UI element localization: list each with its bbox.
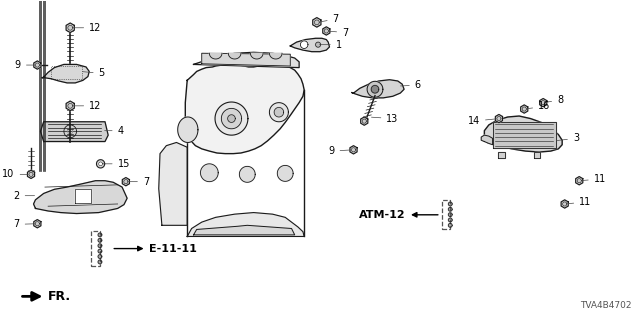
Polygon shape	[193, 52, 299, 68]
Polygon shape	[316, 42, 321, 47]
Polygon shape	[449, 213, 452, 217]
Polygon shape	[575, 177, 583, 185]
Text: 9: 9	[328, 146, 351, 156]
Polygon shape	[361, 117, 368, 125]
Polygon shape	[66, 101, 74, 111]
Polygon shape	[291, 38, 330, 52]
Polygon shape	[34, 61, 41, 69]
Polygon shape	[159, 142, 188, 225]
Text: 10: 10	[3, 169, 28, 179]
Text: 3: 3	[557, 133, 579, 143]
Polygon shape	[561, 200, 568, 208]
Text: 14: 14	[468, 116, 496, 126]
Text: 12: 12	[73, 101, 102, 111]
Polygon shape	[350, 146, 357, 154]
Text: 9: 9	[15, 60, 35, 70]
Text: FR.: FR.	[22, 290, 71, 303]
Polygon shape	[209, 53, 222, 59]
Polygon shape	[484, 116, 562, 152]
Polygon shape	[42, 64, 89, 83]
Polygon shape	[449, 223, 452, 227]
Text: 16: 16	[527, 101, 550, 111]
Polygon shape	[221, 108, 241, 129]
Text: 11: 11	[582, 174, 606, 184]
Text: 6: 6	[401, 80, 421, 90]
Polygon shape	[188, 212, 304, 236]
Polygon shape	[371, 85, 379, 93]
Text: 7: 7	[329, 28, 348, 37]
Text: ATM-12: ATM-12	[359, 210, 438, 220]
Bar	[534, 152, 540, 158]
Polygon shape	[33, 181, 127, 213]
Polygon shape	[449, 202, 452, 206]
Polygon shape	[540, 99, 547, 107]
Text: 1: 1	[319, 40, 342, 50]
Polygon shape	[28, 170, 35, 179]
Polygon shape	[193, 225, 294, 235]
Text: 7: 7	[319, 14, 339, 24]
Polygon shape	[228, 53, 241, 59]
Polygon shape	[98, 249, 102, 253]
Polygon shape	[215, 102, 248, 135]
Polygon shape	[98, 244, 102, 248]
Polygon shape	[97, 160, 105, 168]
Text: TVA4B4702: TVA4B4702	[580, 301, 632, 310]
Text: 12: 12	[73, 23, 102, 33]
Polygon shape	[239, 166, 255, 182]
Polygon shape	[449, 218, 452, 222]
Polygon shape	[228, 115, 236, 123]
Polygon shape	[269, 103, 289, 122]
Polygon shape	[269, 53, 282, 59]
Polygon shape	[313, 18, 321, 27]
Polygon shape	[98, 238, 102, 242]
Polygon shape	[122, 178, 129, 186]
Text: E-11-11: E-11-11	[114, 244, 197, 253]
Polygon shape	[98, 260, 102, 264]
Polygon shape	[40, 122, 108, 141]
Polygon shape	[323, 27, 330, 35]
Text: 5: 5	[83, 68, 105, 78]
Text: 11: 11	[568, 197, 591, 207]
Text: 15: 15	[103, 159, 130, 169]
Polygon shape	[75, 189, 91, 203]
Polygon shape	[367, 81, 383, 97]
Polygon shape	[178, 117, 198, 142]
Text: 13: 13	[371, 114, 399, 124]
Polygon shape	[495, 115, 502, 123]
Polygon shape	[34, 220, 41, 228]
Polygon shape	[351, 80, 404, 98]
Text: 7: 7	[13, 219, 35, 229]
Polygon shape	[186, 64, 304, 154]
Polygon shape	[274, 108, 284, 117]
Polygon shape	[493, 122, 556, 148]
Polygon shape	[98, 255, 102, 259]
Bar	[499, 152, 504, 158]
Polygon shape	[250, 53, 263, 59]
Text: 2: 2	[13, 191, 35, 201]
Polygon shape	[521, 105, 528, 113]
Polygon shape	[300, 41, 308, 49]
Polygon shape	[481, 135, 493, 145]
Polygon shape	[99, 162, 102, 166]
Text: 4: 4	[104, 126, 124, 136]
Polygon shape	[200, 164, 218, 182]
Polygon shape	[66, 23, 74, 33]
Polygon shape	[98, 233, 102, 237]
Polygon shape	[202, 53, 291, 66]
Polygon shape	[277, 165, 293, 181]
Text: 8: 8	[546, 95, 563, 105]
Text: 7: 7	[129, 177, 149, 187]
Polygon shape	[449, 207, 452, 211]
